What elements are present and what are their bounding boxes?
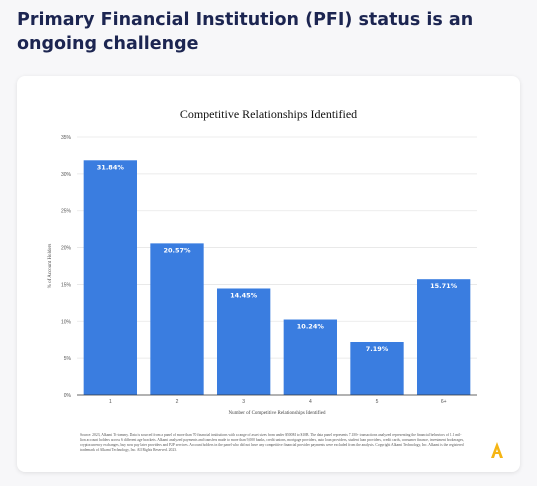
chart-title: Competitive Relationships Identified bbox=[179, 107, 358, 121]
bar-4 bbox=[283, 319, 337, 395]
bar-5 bbox=[350, 341, 404, 395]
bar-6+ bbox=[417, 279, 471, 395]
x-tick-labels: 1 2 3 4 5 6+ bbox=[109, 399, 447, 405]
y-axis-label: % of Account Holders bbox=[48, 244, 53, 289]
bar-value-label: 15.71% bbox=[430, 282, 458, 290]
y-tick-label: 25% bbox=[61, 209, 72, 215]
x-tick-label: 3 bbox=[242, 399, 245, 405]
x-tick-label: 1 bbox=[109, 399, 112, 405]
alkami-logo-icon bbox=[491, 442, 503, 458]
y-tick-label: 15% bbox=[61, 282, 72, 288]
y-tick-label: 30% bbox=[61, 172, 72, 178]
chart-card: Competitive Relationships Identified 0% 5… bbox=[17, 76, 520, 472]
bar-3 bbox=[217, 288, 271, 395]
bar-value-labels: 31.84% 20.57% 14.45% 10.24% 7.19% 15.71% bbox=[97, 163, 458, 353]
bar-value-label: 14.45% bbox=[230, 291, 258, 299]
bar-value-label: 31.84% bbox=[97, 163, 125, 171]
bar-1 bbox=[83, 160, 137, 395]
bar-value-label: 10.24% bbox=[297, 323, 325, 331]
x-tick-label: 6+ bbox=[441, 399, 447, 405]
y-tick-label: 20% bbox=[61, 246, 72, 252]
bar-2 bbox=[150, 243, 204, 395]
x-tick-label: 4 bbox=[309, 399, 312, 405]
source-footnote: Source: 2023, Alkami Tt-tommy. Data is s… bbox=[80, 433, 464, 452]
y-tick-labels: 0% 5% 10% 15% 20% 25% 30% 35% bbox=[61, 135, 72, 399]
x-axis-label: Number of Competitive Relationships Iden… bbox=[229, 411, 326, 416]
y-tick-label: 5% bbox=[64, 356, 72, 362]
x-tick-label: 5 bbox=[376, 399, 379, 405]
x-tick-label: 2 bbox=[176, 399, 179, 405]
bars bbox=[83, 160, 471, 395]
y-tick-label: 0% bbox=[64, 393, 72, 399]
bar-chart: 0% 5% 10% 15% 20% 25% 30% 35% 31.84% 20.57% 14.45… bbox=[48, 135, 477, 416]
bar-value-label: 20.57% bbox=[163, 246, 191, 254]
y-tick-label: 35% bbox=[61, 135, 72, 141]
gridlines bbox=[77, 136, 477, 359]
bar-value-label: 7.19% bbox=[366, 345, 389, 353]
y-tick-label: 10% bbox=[61, 319, 72, 325]
page-headline: Primary Financial Institution (PFI) stat… bbox=[17, 10, 474, 54]
